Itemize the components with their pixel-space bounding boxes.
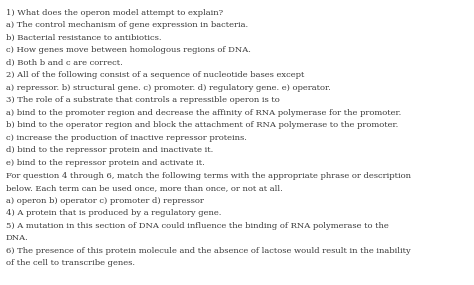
Text: a) The control mechanism of gene expression in bacteria.: a) The control mechanism of gene express… — [6, 21, 248, 29]
Text: a) bind to the promoter region and decrease the affinity of RNA polymerase for t: a) bind to the promoter region and decre… — [6, 109, 401, 117]
Text: a) operon b) operator c) promoter d) repressor: a) operon b) operator c) promoter d) rep… — [6, 197, 203, 205]
Text: For question 4 through 6, match the following terms with the appropriate phrase : For question 4 through 6, match the foll… — [6, 172, 410, 180]
Text: e) bind to the repressor protein and activate it.: e) bind to the repressor protein and act… — [6, 159, 204, 167]
Text: b) bind to the operator region and block the attachment of RNA polymerase to the: b) bind to the operator region and block… — [6, 121, 398, 129]
Text: 6) The presence of this protein molecule and the absence of lactose would result: 6) The presence of this protein molecule… — [6, 247, 410, 255]
Text: d) Both b and c are correct.: d) Both b and c are correct. — [6, 59, 122, 67]
Text: of the cell to transcribe genes.: of the cell to transcribe genes. — [6, 259, 135, 267]
Text: 1) What does the operon model attempt to explain?: 1) What does the operon model attempt to… — [6, 9, 223, 17]
Text: a) repressor. b) structural gene. c) promoter. d) regulatory gene. e) operator.: a) repressor. b) structural gene. c) pro… — [6, 84, 330, 92]
Text: b) Bacterial resistance to antibiotics.: b) Bacterial resistance to antibiotics. — [6, 34, 161, 42]
Text: 5) A mutation in this section of DNA could influence the binding of RNA polymera: 5) A mutation in this section of DNA cou… — [6, 222, 388, 230]
Text: c) How genes move between homologous regions of DNA.: c) How genes move between homologous reg… — [6, 46, 251, 54]
Text: 2) All of the following consist of a sequence of nucleotide bases except: 2) All of the following consist of a seq… — [6, 71, 304, 79]
Text: 4) A protein that is produced by a regulatory gene.: 4) A protein that is produced by a regul… — [6, 209, 221, 217]
Text: c) increase the production of inactive repressor proteins.: c) increase the production of inactive r… — [6, 134, 246, 142]
Text: DNA.: DNA. — [6, 234, 28, 242]
Text: d) bind to the repressor protein and inactivate it.: d) bind to the repressor protein and ina… — [6, 146, 213, 154]
Text: below. Each term can be used once, more than once, or not at all.: below. Each term can be used once, more … — [6, 184, 283, 192]
Text: 3) The role of a substrate that controls a repressible operon is to: 3) The role of a substrate that controls… — [6, 96, 280, 104]
